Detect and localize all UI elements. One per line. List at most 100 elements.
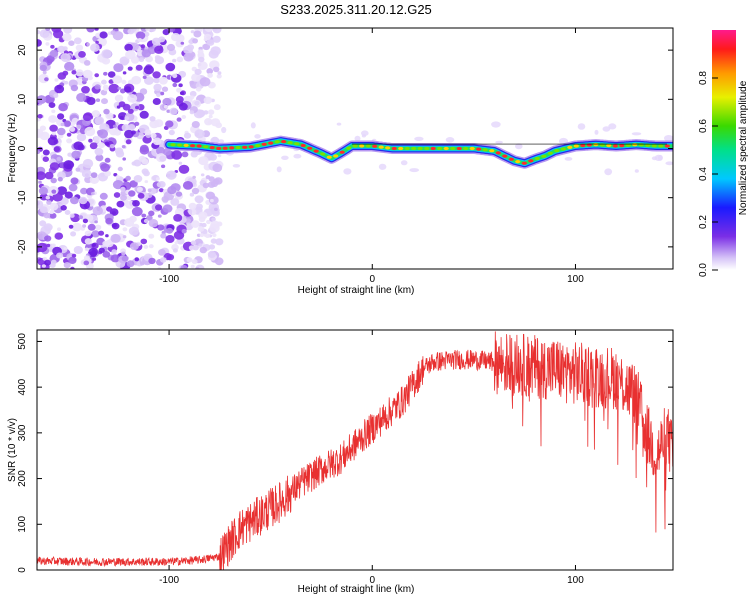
ridge-hotspot	[573, 144, 579, 148]
ridge-hotspot	[216, 146, 222, 150]
noise-blob	[83, 260, 90, 266]
noise-blob	[49, 209, 55, 215]
noise-blob	[63, 61, 75, 71]
noise-blob	[414, 136, 424, 141]
noise-blob	[156, 92, 161, 97]
noise-blob	[161, 86, 169, 92]
noise-blob	[50, 259, 57, 265]
noise-blob	[205, 175, 211, 180]
noise-blob	[64, 210, 71, 215]
noise-blob	[191, 73, 201, 82]
noise-blob	[86, 97, 96, 105]
noise-blob	[60, 205, 67, 211]
noise-blob	[131, 75, 142, 85]
noise-blob	[101, 98, 108, 105]
noise-blob	[203, 37, 208, 42]
x-tick-label: 0	[369, 575, 375, 586]
noise-blob	[214, 257, 224, 266]
noise-blob	[125, 50, 136, 60]
noise-blob	[207, 120, 212, 125]
noise-blob	[37, 128, 44, 138]
noise-blob	[39, 125, 47, 131]
noise-blob	[175, 191, 183, 197]
noise-blob	[37, 39, 42, 47]
ridge-hotspot	[339, 150, 345, 154]
noise-blob	[82, 218, 88, 224]
noise-blob	[207, 250, 216, 258]
noise-blob	[634, 169, 639, 173]
ridge-hotspot	[255, 144, 261, 148]
noise-blob	[105, 217, 113, 225]
noise-blob	[122, 235, 127, 239]
noise-blob	[190, 151, 198, 158]
noise-blob	[190, 30, 195, 34]
noise-blob	[128, 190, 136, 197]
ridge-hotspot	[534, 156, 540, 161]
noise-blob	[66, 138, 73, 144]
x-tick-label: -100	[159, 274, 179, 285]
noise-blob	[158, 188, 164, 193]
noise-blob	[143, 244, 149, 249]
noise-blob	[191, 121, 200, 128]
noise-blob	[162, 204, 173, 213]
noise-blob	[127, 66, 133, 71]
noise-blob	[608, 123, 617, 130]
noise-blob	[103, 87, 108, 92]
noise-blob	[64, 191, 73, 199]
noise-blob	[181, 151, 189, 158]
ridge-hotspot	[365, 144, 371, 148]
noise-blob	[110, 30, 117, 36]
noise-blob	[602, 126, 611, 132]
noise-blob	[80, 187, 88, 195]
noise-blob	[58, 103, 68, 112]
noise-blob	[120, 194, 127, 201]
noise-blob	[64, 80, 69, 85]
colorbar-tick-label: 0.4	[698, 167, 709, 181]
ridge-hotspot	[567, 145, 573, 149]
noise-blob	[47, 136, 58, 146]
noise-blob	[37, 150, 41, 154]
noise-blob	[116, 200, 125, 208]
noise-blob	[57, 127, 66, 136]
noise-blob	[165, 120, 174, 128]
noise-blob	[109, 144, 115, 149]
noise-blob	[121, 255, 129, 262]
noise-blob	[141, 49, 151, 58]
noise-blob	[217, 71, 222, 75]
noise-blob	[91, 243, 97, 247]
ridge-hotspot	[593, 143, 599, 147]
noise-blob	[48, 102, 56, 108]
noise-blob	[81, 169, 92, 178]
noise-blob	[94, 116, 105, 125]
noise-blob	[194, 129, 205, 139]
noise-blob	[167, 28, 176, 33]
ridge-hotspot	[385, 146, 391, 150]
noise-blob	[172, 248, 178, 253]
y-tick-label: 20	[17, 44, 28, 56]
noise-blob	[56, 252, 64, 259]
noise-blob	[217, 154, 222, 158]
noise-blob	[98, 247, 105, 253]
noise-blob	[196, 109, 206, 118]
noise-blob	[51, 189, 57, 194]
noise-blob	[135, 64, 143, 71]
noise-blob	[71, 253, 77, 258]
noise-blob	[171, 150, 183, 160]
noise-blob	[140, 238, 148, 245]
y-tick-label: 100	[17, 516, 28, 533]
noise-blob	[53, 29, 64, 39]
noise-blob	[495, 140, 503, 144]
noise-blob	[213, 66, 220, 73]
noise-blob	[59, 203, 63, 207]
noise-blob	[564, 157, 573, 161]
noise-blob	[189, 110, 195, 115]
noise-blob	[212, 35, 221, 43]
noise-blob	[343, 168, 352, 175]
ridge-hotspot	[482, 148, 488, 152]
ridge-hotspot	[190, 144, 196, 148]
spectrogram-y-label: Frequency (Hz)	[7, 114, 18, 183]
noise-blob	[83, 255, 90, 261]
noise-blob	[207, 109, 215, 115]
ridge-hotspot	[391, 146, 397, 151]
